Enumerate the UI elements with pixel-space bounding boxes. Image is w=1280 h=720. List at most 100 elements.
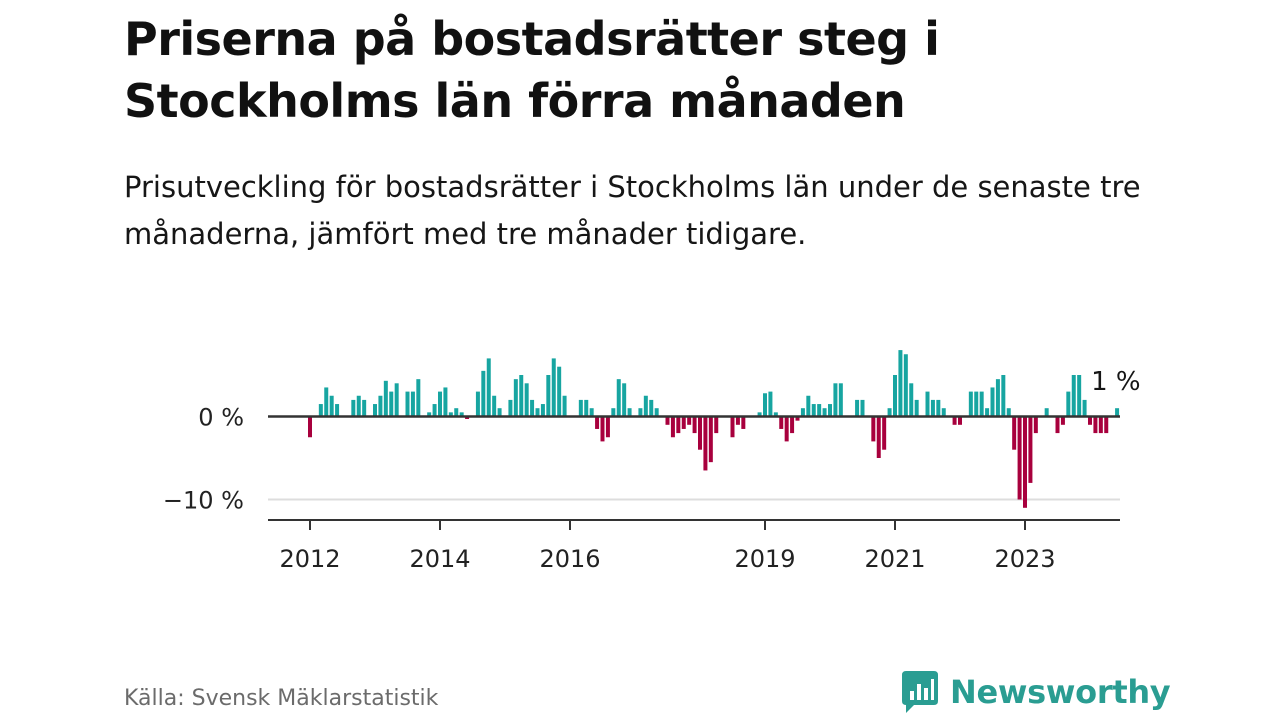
bar: [714, 416, 719, 434]
bar: [1104, 416, 1109, 434]
bar: [741, 416, 746, 429]
bar: [703, 416, 708, 471]
x-tick-label: 2019: [734, 545, 795, 573]
bar: [698, 416, 702, 450]
bar: [1012, 416, 1017, 450]
bar: [443, 387, 448, 417]
brand-name: Newsworthy: [950, 673, 1171, 711]
x-tick-label: 2014: [409, 545, 470, 573]
bar: [373, 404, 377, 417]
bar: [481, 370, 486, 417]
bar: [768, 391, 773, 417]
bar: [860, 399, 865, 417]
bar: [995, 379, 1000, 417]
bar: [438, 391, 442, 417]
bar: [670, 416, 675, 438]
bar: [1066, 391, 1071, 417]
bar: [887, 408, 892, 417]
bar: [530, 399, 535, 417]
bar: [508, 399, 513, 417]
annotation-label: 1 %: [1091, 367, 1141, 397]
bar: [324, 387, 329, 417]
bar: [958, 416, 962, 425]
bar: [616, 379, 621, 417]
bar: [665, 416, 670, 425]
bar: [486, 358, 491, 417]
bar: [1017, 416, 1022, 500]
bar: [735, 416, 740, 425]
bar: [329, 395, 334, 417]
bar: [318, 404, 323, 417]
bar: [351, 399, 356, 417]
bar: [562, 395, 567, 417]
bar: [492, 395, 497, 417]
bar: [643, 395, 648, 417]
bar: [811, 404, 816, 417]
bar: [806, 395, 811, 417]
bar: [936, 399, 941, 417]
bar: [459, 412, 464, 417]
bar: [578, 399, 583, 417]
bar: [622, 383, 627, 417]
axis-layer: [268, 415, 1120, 530]
bar: [795, 416, 800, 421]
bar: [557, 366, 562, 417]
bar: [475, 391, 480, 417]
bar: [1001, 375, 1006, 417]
bar: [1060, 416, 1065, 425]
bar: [979, 391, 984, 417]
bar: [595, 416, 600, 429]
bar: [773, 412, 778, 417]
bar: [692, 416, 697, 434]
bar: [676, 416, 681, 434]
bar: [308, 416, 312, 438]
bar: [1115, 408, 1120, 417]
bar: [1033, 416, 1038, 434]
source-note: Källa: Svensk Mäklarstatistik: [124, 686, 439, 711]
bar: [882, 416, 887, 450]
bar: [649, 399, 654, 417]
bar: [410, 391, 415, 417]
bar: [611, 408, 616, 417]
bar: [822, 408, 827, 417]
bar: [1098, 416, 1103, 434]
bar: [893, 375, 897, 417]
bar: [497, 408, 502, 417]
bar: [817, 404, 822, 417]
bar: [1055, 416, 1060, 434]
bar: [898, 350, 903, 417]
bar: [930, 399, 935, 417]
bar: [454, 408, 459, 417]
bar: [833, 383, 838, 417]
bar: [1082, 399, 1087, 417]
bar: [876, 416, 881, 458]
x-tick-label: 2023: [994, 545, 1055, 573]
bar: [584, 399, 589, 417]
bar: [600, 416, 605, 442]
bar: [383, 380, 388, 417]
bar: [654, 408, 659, 417]
bar: [838, 383, 843, 417]
chart-title: Priserna på bostadsrätter steg i Stockho…: [124, 12, 940, 128]
bar: [513, 379, 518, 417]
bar: [1028, 416, 1033, 483]
bar: [1088, 416, 1092, 425]
bar: [1077, 375, 1082, 417]
bar: [914, 399, 919, 417]
y-tick-label: 0 %: [198, 404, 244, 432]
bar: [681, 416, 686, 429]
bar: [985, 408, 990, 417]
bar: [389, 391, 394, 417]
bar-layer: [308, 350, 1120, 508]
brand-logo[interactable]: Newsworthy: [900, 668, 1171, 716]
bar: [362, 399, 367, 417]
label-layer: 0 % −10 % 2012 2014 2016 2019 2021 2023 1 %: [163, 367, 1141, 573]
x-tick-label: 2012: [279, 545, 340, 573]
bar: [925, 391, 930, 417]
bar: [974, 391, 979, 417]
bar: [589, 408, 594, 417]
bar: [708, 416, 713, 463]
bar: [546, 375, 551, 417]
newsworthy-logo-icon: [902, 671, 938, 713]
